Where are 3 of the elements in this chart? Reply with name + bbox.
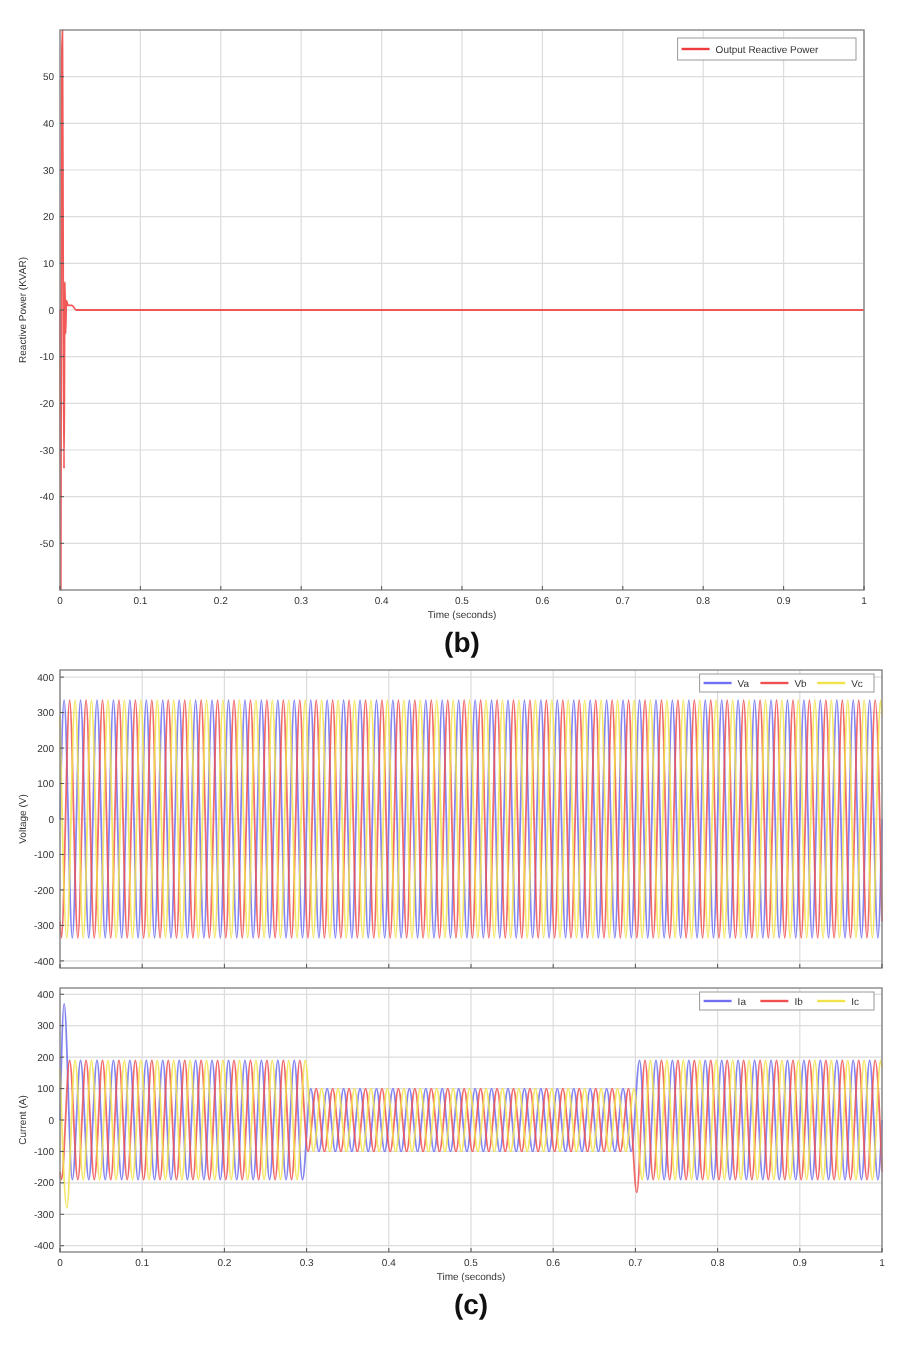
text: (c) (453, 1288, 489, 1320)
text: (b) (444, 626, 480, 658)
line-series (59, 29, 865, 591)
